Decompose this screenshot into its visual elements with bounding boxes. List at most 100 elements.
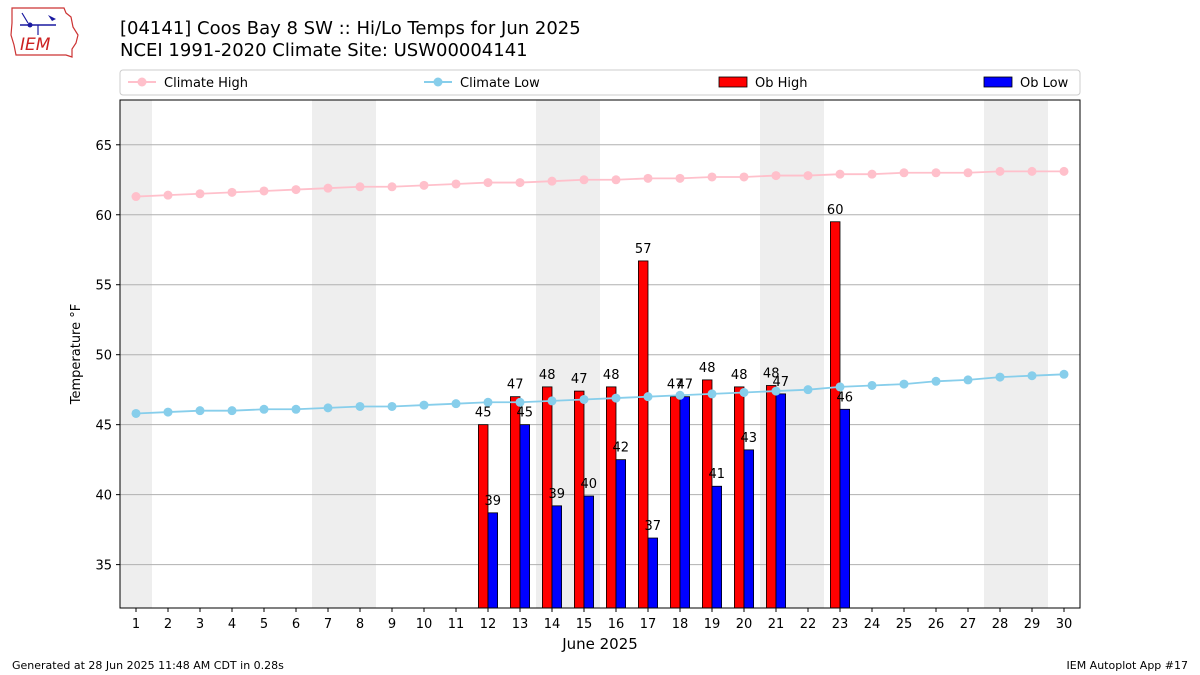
- climate-low-point-30: [1059, 369, 1069, 379]
- ob-low-label-21: 47: [773, 375, 790, 390]
- ob-low-bar-14: [551, 505, 563, 609]
- climate-low-point-23: [835, 382, 845, 392]
- x-tick-label-20: 20: [736, 617, 753, 632]
- ob-low-label-19: 41: [709, 467, 726, 482]
- y-tick-label-35: 35: [95, 559, 112, 574]
- x-tick-label-23: 23: [832, 617, 849, 632]
- legend-marker-climate-low: [433, 77, 443, 87]
- x-tick-label-8: 8: [356, 617, 364, 632]
- climate-high-point-14: [547, 176, 557, 186]
- ob-low-label-14: 39: [549, 487, 566, 502]
- climate-high-point-9: [387, 182, 397, 192]
- x-axis: 1 2 3 4 5 6 7 8 9 10 11 12 13 14 15 16 17 18 19 20 21 22 23 24 2…: [132, 608, 1072, 632]
- climate-low-point-12: [483, 397, 493, 407]
- climate-high-point-18: [675, 173, 685, 183]
- climate-low-point-5: [259, 404, 269, 414]
- x-tick-label-28: 28: [992, 617, 1009, 632]
- ob-high-label-19: 48: [699, 361, 716, 376]
- x-tick-label-21: 21: [768, 617, 785, 632]
- y-tick-label-40: 40: [95, 489, 112, 504]
- ob-low-label-17: 37: [645, 519, 662, 534]
- climate-low-point-29: [1027, 371, 1037, 381]
- x-tick-label-10: 10: [416, 617, 433, 632]
- app-label: IEM Autoplot App #17: [1066, 659, 1189, 672]
- weekend-shade-1: [312, 100, 376, 608]
- climate-high-point-25: [899, 168, 909, 178]
- climate-high-point-21: [771, 171, 781, 181]
- x-tick-label-18: 18: [672, 617, 689, 632]
- ob-high-bar-21: [766, 385, 777, 609]
- y-axis-label: Temperature °F: [69, 304, 84, 405]
- ob-low-bar-18: [679, 396, 691, 609]
- x-tick-label-6: 6: [292, 617, 300, 632]
- legend-label-climate-low: Climate Low: [460, 76, 540, 91]
- ob-low-bar-20: [743, 449, 755, 609]
- gridlines: [120, 144, 1080, 566]
- climate-high-point-4: [227, 187, 237, 197]
- x-tick-label-19: 19: [704, 617, 721, 632]
- climate-high-point-1: [131, 192, 141, 202]
- ob-low-label-18: 47: [677, 378, 694, 393]
- x-tick-label-29: 29: [1024, 617, 1041, 632]
- climate-low-point-6: [291, 404, 301, 414]
- climate-low-point-18: [675, 390, 685, 400]
- y-tick-label-50: 50: [95, 349, 112, 364]
- climate-low-point-3: [195, 406, 205, 416]
- legend-swatch-ob-high: [718, 76, 748, 88]
- climate-high-point-16: [611, 175, 621, 185]
- ob-low-bar-13: [519, 424, 531, 609]
- legend-marker-climate-high: [137, 77, 147, 87]
- climate-low-point-2: [163, 407, 173, 417]
- ob-low-label-12: 39: [485, 494, 502, 509]
- climate-high-point-6: [291, 185, 301, 195]
- x-tick-label-15: 15: [576, 617, 593, 632]
- climate-low-point-11: [451, 399, 461, 409]
- y-tick-label-60: 60: [95, 209, 112, 224]
- climate-low-point-14: [547, 396, 557, 406]
- x-tick-label-5: 5: [260, 617, 268, 632]
- ob-high-label-12: 45: [475, 406, 492, 421]
- climate-low-point-22: [803, 385, 813, 395]
- ob-high-label-14: 48: [539, 368, 556, 383]
- ob-high-label-15: 47: [571, 372, 588, 387]
- x-tick-label-30: 30: [1056, 617, 1073, 632]
- ob-high-label-18: 47: [667, 378, 684, 393]
- climate-low-point-24: [867, 380, 877, 390]
- x-tick-label-9: 9: [388, 617, 396, 632]
- x-tick-label-3: 3: [196, 617, 204, 632]
- climate-high-point-22: [803, 171, 813, 181]
- climate-low-point-26: [931, 376, 941, 386]
- climate-high-point-15: [579, 175, 589, 185]
- x-tick-label-4: 4: [228, 617, 236, 632]
- weekend-shading: [120, 100, 1048, 608]
- climate-high-point-13: [515, 178, 525, 188]
- logo-text: IEM: [20, 35, 51, 55]
- x-tick-label-12: 12: [480, 617, 497, 632]
- climate-high-point-17: [643, 173, 653, 183]
- x-tick-label-24: 24: [864, 617, 881, 632]
- climate-high-point-8: [355, 182, 365, 192]
- bars: [477, 221, 851, 609]
- climate-low-point-17: [643, 392, 653, 402]
- climate-low-point-4: [227, 406, 237, 416]
- ob-low-bar-17: [647, 537, 659, 609]
- climate-lines: [131, 166, 1069, 418]
- climate-high-point-26: [931, 168, 941, 178]
- climate-high-point-29: [1027, 166, 1037, 176]
- climate-low-point-28: [995, 372, 1005, 382]
- climate-high-point-3: [195, 189, 205, 199]
- x-tick-label-14: 14: [544, 617, 561, 632]
- climate-high-point-24: [867, 169, 877, 179]
- chart-title: [04141] Coos Bay 8 SW :: Hi/Lo Temps for…: [120, 18, 581, 39]
- weekend-shade-4: [984, 100, 1048, 608]
- climate-high-point-2: [163, 190, 173, 200]
- climate-high-point-30: [1059, 166, 1069, 176]
- climate-high-point-11: [451, 179, 461, 189]
- x-tick-label-26: 26: [928, 617, 945, 632]
- ob-low-bar-16: [615, 459, 627, 609]
- climate-low-point-25: [899, 379, 909, 389]
- plot-frame: [119, 99, 1081, 609]
- ob-high-bar-18: [670, 396, 681, 609]
